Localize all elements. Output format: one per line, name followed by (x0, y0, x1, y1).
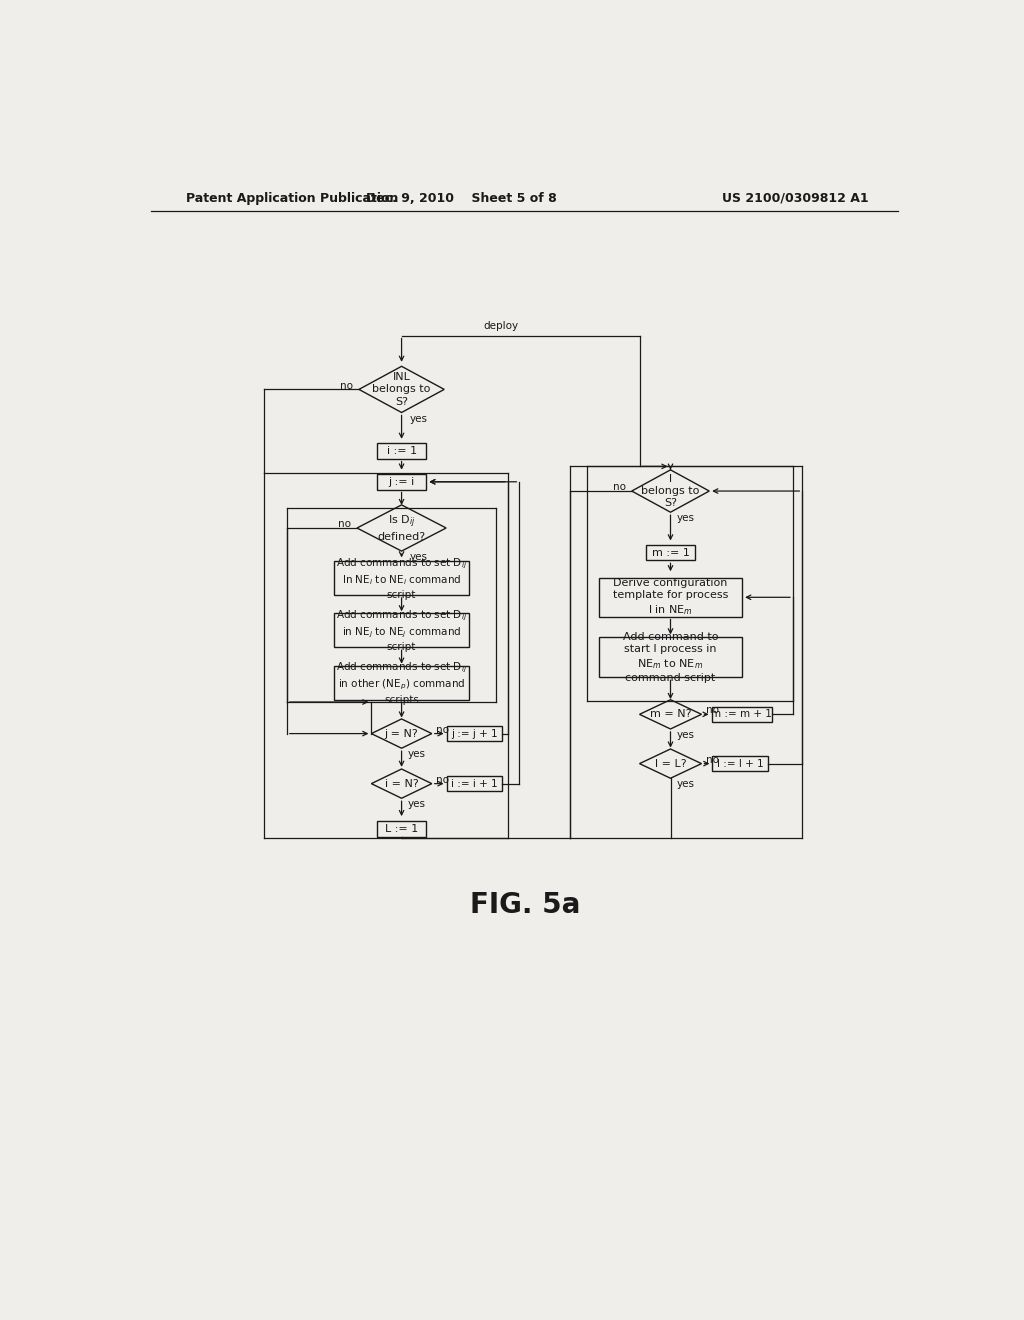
Text: m := m + 1: m := m + 1 (712, 709, 772, 719)
Text: yes: yes (410, 413, 427, 424)
Text: l
belongs to
S?: l belongs to S? (641, 474, 699, 508)
Text: Add commands to set D$_{ij}$
In NE$_i$ to NE$_i$ command
script: Add commands to set D$_{ij}$ In NE$_i$ t… (336, 556, 467, 599)
Text: j = N?: j = N? (385, 729, 419, 739)
Text: L := 1: L := 1 (385, 824, 418, 834)
Text: no: no (707, 705, 719, 715)
Text: no: no (338, 519, 351, 529)
Text: Is D$_{ij}$
defined?: Is D$_{ij}$ defined? (378, 513, 426, 543)
Text: yes: yes (410, 552, 427, 562)
Text: j := i: j := i (388, 477, 415, 487)
Text: Add commands to set D$_{ij}$
in NE$_j$ to NE$_j$ command
script: Add commands to set D$_{ij}$ in NE$_j$ t… (336, 609, 467, 652)
Text: deploy: deploy (483, 321, 518, 331)
Text: Patent Application Publication: Patent Application Publication (186, 191, 398, 205)
Text: Derive configuration
template for process
l in NE$_m$: Derive configuration template for proces… (612, 578, 728, 616)
Text: no: no (436, 725, 450, 735)
Text: FIG. 5a: FIG. 5a (470, 891, 580, 919)
Text: no: no (707, 755, 719, 764)
Text: i = N?: i = N? (385, 779, 419, 788)
Text: m := 1: m := 1 (651, 548, 689, 557)
Text: yes: yes (408, 800, 426, 809)
Text: l := l + 1: l := l + 1 (717, 759, 764, 768)
Text: Add command to
start l process in
NE$_m$ to NE$_m$
command script: Add command to start l process in NE$_m$… (623, 631, 718, 684)
Text: i := 1: i := 1 (386, 446, 417, 455)
Text: Dec. 9, 2010    Sheet 5 of 8: Dec. 9, 2010 Sheet 5 of 8 (366, 191, 557, 205)
Text: l = L?: l = L? (654, 759, 686, 768)
Text: INL
belongs to
S?: INL belongs to S? (373, 372, 431, 407)
Text: yes: yes (408, 750, 426, 759)
Text: i := i + 1: i := i + 1 (452, 779, 498, 788)
Text: no: no (436, 775, 450, 785)
Text: j := j + 1: j := j + 1 (452, 729, 498, 739)
Text: Add commands to set D$_{ij}$
in other (NE$_p$) command
scripts: Add commands to set D$_{ij}$ in other (N… (336, 661, 467, 705)
Text: yes: yes (677, 730, 694, 741)
Text: no: no (340, 380, 352, 391)
Text: no: no (612, 482, 626, 492)
Text: yes: yes (677, 779, 694, 789)
Text: yes: yes (677, 513, 694, 523)
Text: US 2100/0309812 A1: US 2100/0309812 A1 (722, 191, 868, 205)
Text: m = N?: m = N? (650, 709, 691, 719)
